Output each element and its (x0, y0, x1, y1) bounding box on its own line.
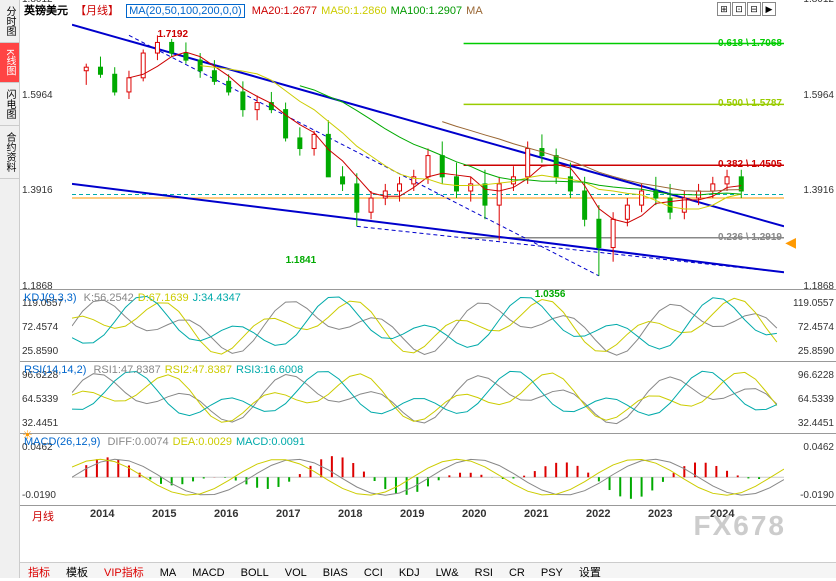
indicator-value: DEA:0.0029 (173, 436, 232, 448)
macd-panel: ☀ MACD(26,12,9) DIFF:0.0074DEA:0.0029MAC… (20, 434, 836, 506)
indicator-value: J:34.4347 (193, 292, 241, 304)
x-year-tick: 2018 (338, 508, 362, 520)
rsi-header: RSI(14,14,2) RSI1:47.8387 RSI2:47.8387 RSI… (24, 364, 307, 376)
macd-y-tick: -0.0190 (800, 490, 834, 501)
ma-config: MA(20,50,100,200,0,0) (126, 4, 245, 18)
chart-container: 分时图K线图闪电图合约资料 英镑美元 【月线】 MA(20,50,100,200… (0, 0, 836, 578)
chart-tool-icon[interactable]: ▶ (762, 2, 776, 16)
fib-label: 0.382 \ 1.4505 (718, 159, 782, 170)
indicator-value: RSI3:16.6008 (236, 364, 303, 376)
macd-y-tick: 0.0462 (803, 442, 834, 453)
rsi-y-tick: 64.5339 (22, 394, 58, 405)
kdj-y-tick: 119.0557 (793, 298, 834, 309)
price-y-tick: 1.8012 (803, 0, 834, 5)
price-annotation: 1.7192 (157, 29, 188, 40)
left-tab[interactable]: 闪电图 (0, 83, 19, 126)
price-y-tick: 1.3916 (22, 185, 53, 196)
rsi-y-tick: 32.4451 (798, 418, 834, 429)
main-area: 英镑美元 【月线】 MA(20,50,100,200,0,0) MA20:1.2… (20, 0, 836, 562)
rsi-y-tick: 64.5339 (798, 394, 834, 405)
x-year-tick: 2022 (586, 508, 610, 520)
left-tab[interactable]: 合约资料 (0, 126, 19, 179)
ma-value: MA50:1.2860 (321, 5, 386, 17)
indicator-button[interactable]: 指标 (20, 563, 58, 581)
chart-tool-icon[interactable]: ⊞ (717, 2, 731, 16)
indicator-value: DIFF:0.0074 (107, 436, 168, 448)
left-tab-bar: 分时图K线图闪电图合约资料 (0, 0, 20, 578)
indicator-value: D:67.1639 (138, 292, 189, 304)
indicator-button[interactable]: 模板 (58, 563, 96, 581)
x-year-tick: 2021 (524, 508, 548, 520)
x-year-tick: 2016 (214, 508, 238, 520)
x-timeframe: 月线 (32, 508, 54, 524)
rsi-y-tick: 96.6228 (798, 370, 834, 381)
price-header: 英镑美元 【月线】 MA(20,50,100,200,0,0) MA20:1.2… (24, 2, 487, 18)
rsi-label: RSI(14,14,2) (24, 364, 86, 376)
kdj-label: KDJ(9,3,3) (24, 292, 77, 304)
timeframe-label: 【月线】 (75, 5, 119, 17)
price-y-tick: 1.5964 (803, 90, 834, 101)
ma-value: MA20:1.2677 (252, 5, 317, 17)
indicator-value: MACD:0.0091 (236, 436, 305, 448)
price-panel: 英镑美元 【月线】 MA(20,50,100,200,0,0) MA20:1.2… (20, 0, 836, 290)
indicator-value: K:56.2542 (84, 292, 134, 304)
x-year-tick: 2014 (90, 508, 114, 520)
x-year-tick: 2023 (648, 508, 672, 520)
watermark: FX678 (694, 510, 787, 542)
fib-label: 0.500 \ 1.5787 (718, 98, 782, 109)
fib-label: 0.236 \ 1.2919 (718, 232, 782, 243)
x-year-tick: 2019 (400, 508, 424, 520)
x-year-tick: 2020 (462, 508, 486, 520)
kdj-y-tick: 72.4574 (22, 322, 58, 333)
macd-header: MACD(26,12,9) DIFF:0.0074 DEA:0.0029 MACD:… (24, 436, 309, 448)
ma-value: MA (466, 5, 483, 17)
indicator-value: RSI1:47.8387 (93, 364, 160, 376)
price-annotation: 1.1841 (286, 255, 317, 266)
x-year-tick: 2017 (276, 508, 300, 520)
fib-label: 0.618 \ 1.7068 (718, 38, 782, 49)
ma-value: MA100:1.2907 (391, 5, 463, 17)
macd-label: MACD(26,12,9) (24, 436, 100, 448)
top-icons: ⊞⊡⊟▶ (716, 2, 776, 16)
chart-tool-icon[interactable]: ⊟ (747, 2, 761, 16)
price-chart[interactable] (72, 0, 784, 290)
x-year-tick: 2015 (152, 508, 176, 520)
bottom-bar: 指标模板VIP指标MAMACDBOLLVOLBIASCCIKDJLW&RSICR… (20, 562, 836, 578)
indicator-button[interactable]: 设置 (571, 563, 609, 581)
rsi-panel: RSI(14,14,2) RSI1:47.8387 RSI2:47.8387 RSI… (20, 362, 836, 434)
price-y-tick: 1.3916 (803, 185, 834, 196)
chart-tool-icon[interactable]: ⊡ (732, 2, 746, 16)
price-arrow-marker: ◀ (785, 234, 796, 251)
symbol-title: 英镑美元 (24, 5, 68, 17)
kdj-y-tick: 25.8590 (798, 346, 834, 357)
left-tab[interactable]: 分时图 (0, 0, 19, 43)
kdj-panel: KDJ(9,3,3) K:56.2542 D:67.1639 J:34.4347 1… (20, 290, 836, 362)
indicator-button[interactable]: VIP指标 (96, 563, 152, 581)
left-tab[interactable]: K线图 (0, 43, 19, 83)
price-y-tick: 1.5964 (22, 90, 53, 101)
kdj-y-tick: 72.4574 (798, 322, 834, 333)
kdj-y-tick: 25.8590 (22, 346, 58, 357)
macd-y-tick: -0.0190 (22, 490, 56, 501)
indicator-value: RSI2:47.8387 (165, 364, 232, 376)
kdj-header: KDJ(9,3,3) K:56.2542 D:67.1639 J:34.4347 (24, 292, 245, 304)
